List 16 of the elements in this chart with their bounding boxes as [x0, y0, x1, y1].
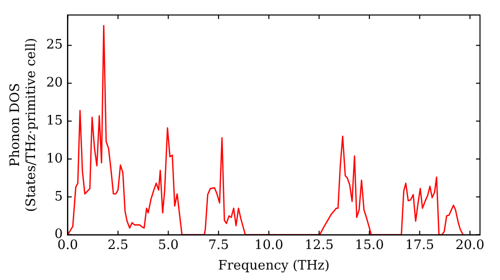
x-tick-label: 10.0	[254, 238, 284, 253]
x-tick-label: 15.0	[354, 238, 384, 253]
x-axis-title: Frequency (THz)	[218, 258, 330, 274]
x-tick-label: 0.0	[57, 238, 78, 253]
y-axis-title: Phonon DOS (States/THz·primitive cell)	[8, 38, 39, 212]
x-tick-label: 2.5	[108, 238, 128, 253]
y-tick-label: 10	[46, 151, 63, 166]
y-tick-label: 20	[46, 76, 63, 91]
x-tick-label: 12.5	[304, 238, 334, 253]
x-tick-label: 20.0	[455, 238, 484, 253]
x-tick-label: 17.5	[405, 238, 434, 253]
y-tick-label: 25	[46, 38, 63, 53]
x-tick-label: 7.5	[208, 238, 229, 253]
y-tick-label: 15	[46, 113, 63, 128]
y-tick-label: 5	[54, 189, 63, 204]
x-tick-label: 5.0	[158, 238, 179, 253]
